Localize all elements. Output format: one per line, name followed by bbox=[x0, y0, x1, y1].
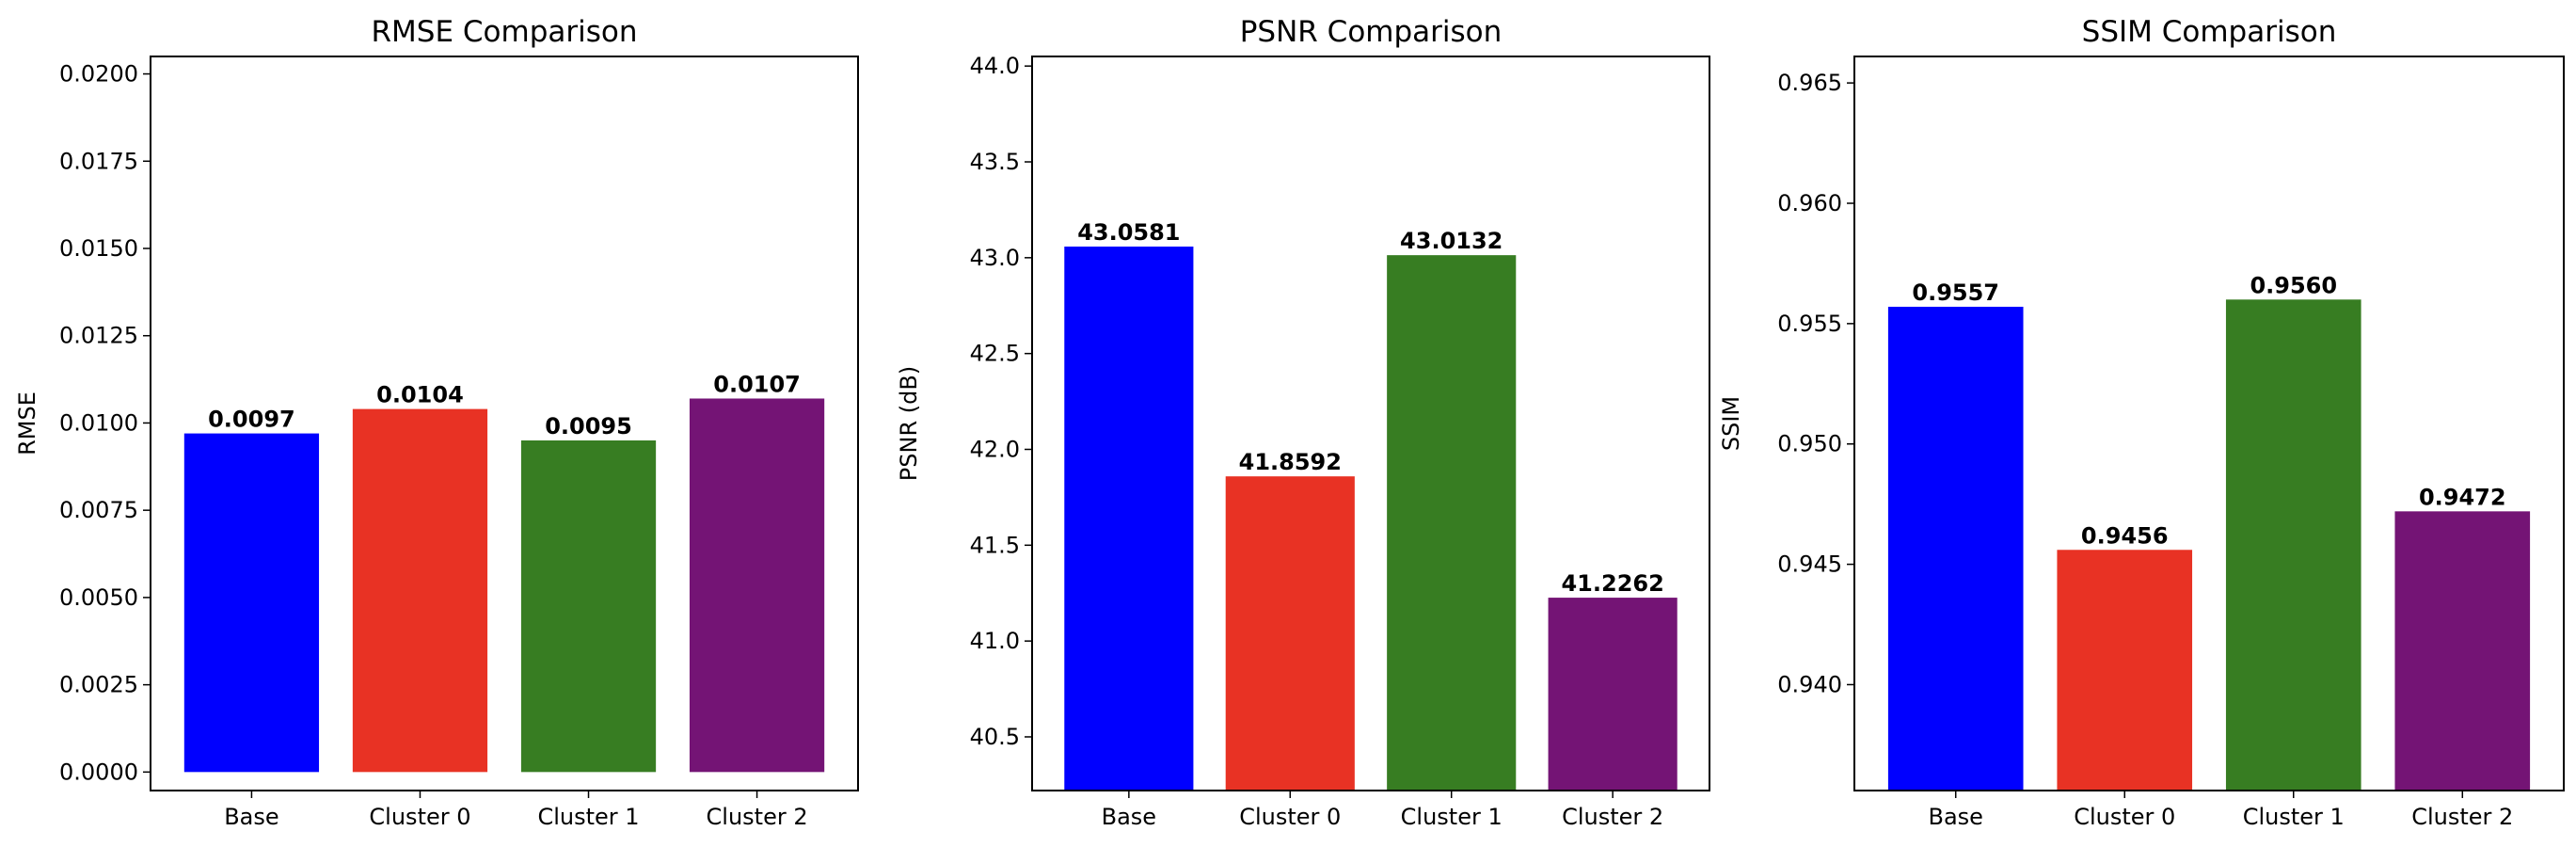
rmse-bar-3 bbox=[689, 398, 825, 773]
ssim-value-label-1: 0.9456 bbox=[2081, 522, 2169, 549]
ssim-ytick-label-3: 0.955 bbox=[1777, 311, 1842, 337]
ssim-xtick-label-2: Cluster 1 bbox=[2243, 804, 2345, 830]
ssim-ytick-label-5: 0.965 bbox=[1777, 70, 1842, 96]
rmse-xtick-label-2: Cluster 1 bbox=[537, 804, 639, 830]
psnr-ytick-label-1: 41.0 bbox=[970, 628, 1020, 654]
psnr-ytick-label-2: 41.5 bbox=[970, 532, 1020, 558]
rmse-ytick-label-4: 0.0100 bbox=[59, 409, 138, 436]
rmse-value-label-1: 0.0104 bbox=[376, 382, 464, 408]
rmse-xtick-label-3: Cluster 2 bbox=[707, 804, 808, 830]
ssim-axes-frame bbox=[1853, 56, 2565, 791]
psnr-value-label-1: 41.8592 bbox=[1239, 449, 1342, 475]
psnr-bar-2 bbox=[1387, 255, 1517, 791]
psnr-chart-title: PSNR Comparison bbox=[1240, 15, 1503, 49]
rmse-bar-1 bbox=[352, 408, 488, 773]
psnr-value-label-2: 43.0132 bbox=[1400, 228, 1503, 254]
rmse-ytick-label-2: 0.0050 bbox=[59, 584, 138, 611]
rmse-value-label-0: 0.0097 bbox=[208, 407, 295, 433]
psnr-xtick-label-0: Base bbox=[1102, 804, 1156, 830]
rmse-chart-title: RMSE Comparison bbox=[371, 15, 637, 49]
ssim-bar-0 bbox=[1887, 306, 2024, 791]
psnr-value-label-0: 43.0581 bbox=[1077, 219, 1180, 246]
psnr-ytick-label-7: 44.0 bbox=[970, 53, 1020, 79]
ssim-bar-2 bbox=[2225, 299, 2361, 791]
rmse-chart: 0.0097 0.0104 0.0095 0.0107 0.0000 0.0025 0.00… bbox=[14, 15, 859, 830]
rmse-bar-2 bbox=[520, 439, 657, 773]
psnr-axes-frame bbox=[1031, 56, 1710, 791]
ssim-bar-3 bbox=[2394, 511, 2531, 791]
rmse-xtick-label-1: Cluster 0 bbox=[369, 804, 470, 830]
ssim-xtick-label-3: Cluster 2 bbox=[2411, 804, 2513, 830]
psnr-ytick-label-6: 43.5 bbox=[970, 149, 1020, 175]
rmse-ytick-label-7: 0.0175 bbox=[59, 148, 138, 174]
ssim-y-axis-label: SSIM bbox=[1718, 396, 1744, 451]
psnr-xtick-label-3: Cluster 2 bbox=[1562, 804, 1663, 830]
ssim-ytick-label-2: 0.950 bbox=[1777, 431, 1842, 457]
rmse-ytick-label-3: 0.0075 bbox=[59, 497, 138, 523]
psnr-chart: 43.0581 41.8592 43.0132 41.2262 40.5 41.0 41.5… bbox=[896, 15, 1710, 830]
rmse-value-label-3: 0.0107 bbox=[713, 371, 801, 397]
ssim-value-label-3: 0.9472 bbox=[2419, 484, 2506, 510]
rmse-y-axis-label: RMSE bbox=[14, 392, 40, 455]
psnr-xtick-label-1: Cluster 0 bbox=[1239, 804, 1341, 830]
ssim-value-label-2: 0.9560 bbox=[2250, 272, 2337, 298]
rmse-ytick-label-0: 0.0000 bbox=[59, 759, 138, 785]
rmse-bar-0 bbox=[183, 433, 320, 773]
rmse-ytick-label-6: 0.0150 bbox=[59, 235, 138, 262]
psnr-ytick-label-3: 42.0 bbox=[970, 436, 1020, 462]
rmse-ytick-label-1: 0.0025 bbox=[59, 672, 138, 698]
psnr-value-label-3: 41.2262 bbox=[1561, 570, 1663, 597]
psnr-ytick-label-4: 42.5 bbox=[970, 341, 1020, 367]
ssim-chart-title: SSIM Comparison bbox=[2082, 15, 2337, 49]
psnr-ytick-label-5: 43.0 bbox=[970, 245, 1020, 271]
ssim-chart: 0.9557 0.9456 0.9560 0.9472 0.940 0.945 0.950 0… bbox=[1718, 15, 2565, 830]
ssim-ytick-label-4: 0.960 bbox=[1777, 190, 1842, 216]
ssim-bar-1 bbox=[2057, 550, 2193, 791]
psnr-bar-1 bbox=[1225, 476, 1355, 791]
psnr-y-axis-label: PSNR (dB) bbox=[896, 366, 922, 481]
rmse-ytick-label-5: 0.0125 bbox=[59, 323, 138, 349]
ssim-ytick-label-0: 0.940 bbox=[1777, 671, 1842, 697]
ssim-value-label-0: 0.9557 bbox=[1912, 280, 1999, 306]
ssim-xtick-label-1: Cluster 0 bbox=[2074, 804, 2175, 830]
ssim-xtick-label-0: Base bbox=[1928, 804, 1982, 830]
psnr-bar-0 bbox=[1064, 247, 1194, 791]
psnr-xtick-label-2: Cluster 1 bbox=[1401, 804, 1503, 830]
psnr-bar-3 bbox=[1548, 598, 1678, 791]
rmse-value-label-2: 0.0095 bbox=[545, 413, 632, 439]
rmse-xtick-label-0: Base bbox=[224, 804, 278, 830]
psnr-ytick-label-0: 40.5 bbox=[970, 724, 1020, 750]
ssim-ytick-label-1: 0.945 bbox=[1777, 551, 1842, 578]
rmse-ytick-label-8: 0.0200 bbox=[59, 61, 138, 88]
